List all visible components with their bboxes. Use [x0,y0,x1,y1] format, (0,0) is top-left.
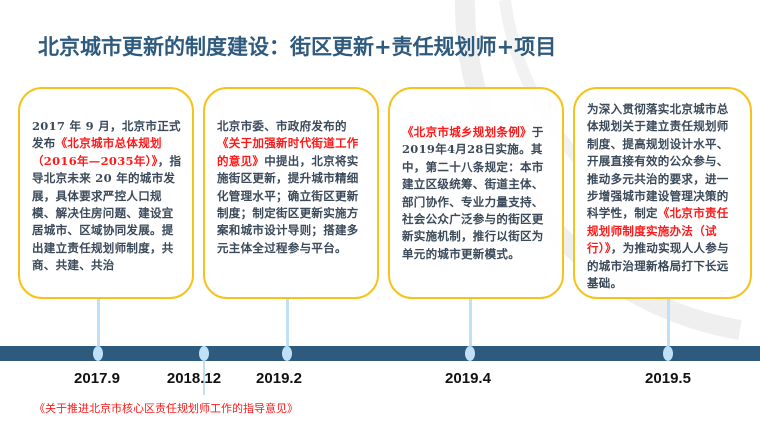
document-title: 《北京市责任规划师制度实施办法（试行）》 [587,206,729,256]
timeline-dot [465,346,475,361]
card-text: ，为推动实现人人参与的城市治理新格局打下长远基础。 [587,241,729,291]
document-title: 《北京城市总体规划（2016年—2035年）》 [32,136,162,168]
page-title: 北京城市更新的制度建设：街区更新+责任规划师+项目 [38,35,557,59]
connector-line [97,298,100,350]
timeline-date: 2019.2 [256,370,302,387]
timeline-dot [93,346,103,361]
timeline-note: 《关于推进北京市核心区责任规划师工作的指导意见》 [34,402,298,415]
event-card-2019-5: 为深入贯彻落实北京城市总体规划关于建立责任规划师制度、提高规划设计水平、开展直接… [573,87,752,299]
timeline-dot [199,346,209,361]
card-text: 为深入贯彻落实北京城市总体规划关于建立责任规划师制度、提高规划设计水平、开展直接… [587,102,729,221]
timeline-date: 2019.4 [445,370,491,387]
event-card-2019-2: 北京市委、市政府发布的《关于加强新时代街道工作的意见》中提出，北京将实施街区更新… [203,87,379,299]
timeline-date: 2017.9 [74,370,120,387]
timeline-date: 2018.12 [166,370,222,387]
connector-line [203,355,205,395]
card-text: 北京市委、市政府发布的 [217,119,347,133]
connector-line [469,298,472,350]
card-text: 2017 年 9 月，北京市正式发布 [32,119,181,151]
timeline-bar [0,346,760,361]
document-title: 《北京市城乡规划条例》 [402,125,532,139]
document-title: 《关于加强新时代街道工作的意见》 [217,136,359,168]
timeline-dot [282,346,292,361]
timeline-dot [663,346,673,361]
connector-line [667,298,670,350]
timeline-date: 2019.5 [645,370,691,387]
card-text: ，指导北京未来 20 年的城市发展，具体要求严控人口规模、解决住房问题、建设宜居… [32,153,182,273]
connector-line [286,298,289,350]
event-card-2017-9: 2017 年 9 月，北京市正式发布《北京城市总体规划（2016年—2035年）… [18,87,194,299]
card-text: 中提出，北京将实施街区更新，提升城市精细化管理水平；确立街区更新制度；制定街区更… [217,153,359,255]
event-card-2019-4: 《北京市城乡规划条例》于2019年4月28日实施。其中，第二十八条规定：本市建立… [388,87,564,299]
card-text: 于2019年4月28日实施。其中，第二十八条规定：本市建立区级统筹、街道主体、部… [402,125,544,261]
